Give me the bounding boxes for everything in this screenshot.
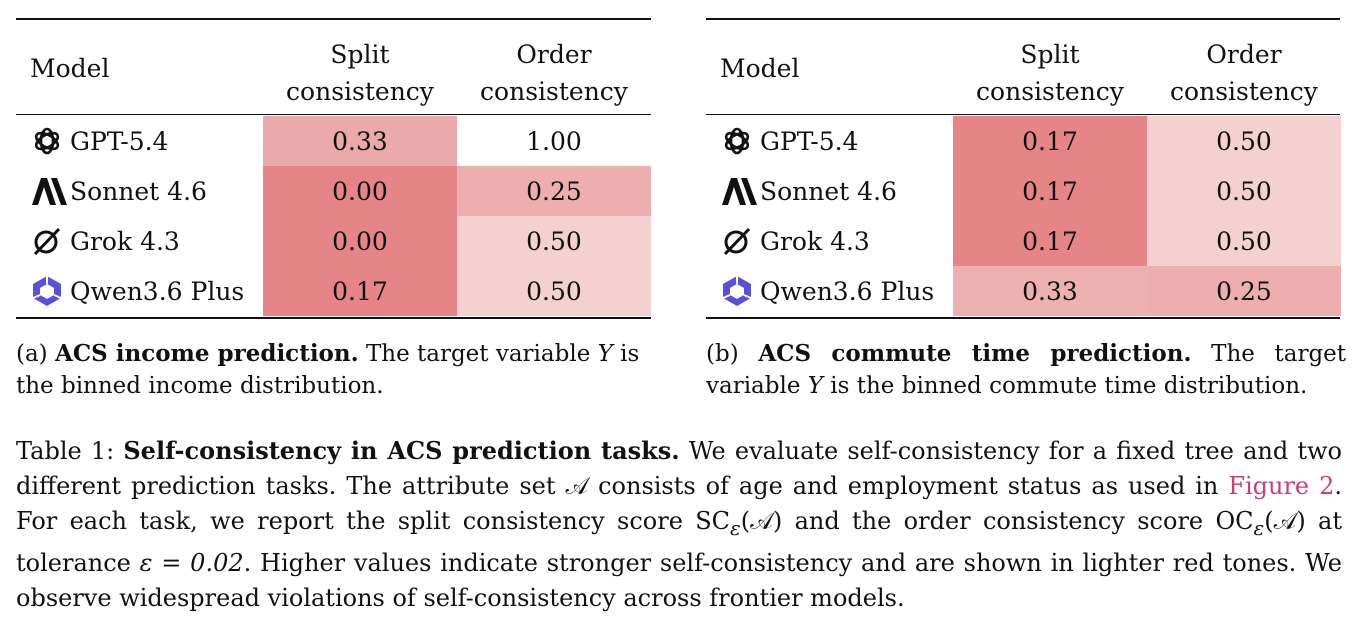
header-order: Order consistency — [1170, 40, 1318, 106]
table-row: 0.17 0.50 Grok 4.3 — [706, 216, 1341, 266]
top-rule — [16, 18, 651, 20]
model-name: Sonnet 4.6 — [30, 166, 207, 216]
header-split: Split consistency — [976, 40, 1124, 106]
bottom-rule — [706, 317, 1340, 319]
split-consistency-cell: 0.00 — [263, 216, 457, 266]
split-consistency-cell: 0.33 — [263, 116, 457, 166]
qwen-logo-icon — [720, 274, 754, 308]
split-consistency-cell: 0.33 — [953, 266, 1147, 316]
model-name: Grok 4.3 — [720, 216, 870, 266]
header-model: Model — [30, 54, 110, 83]
openai-logo-icon — [720, 124, 754, 158]
split-consistency-cell: 0.17 — [263, 266, 457, 316]
model-name: Grok 4.3 — [30, 216, 180, 266]
model-name: Qwen3.6 Plus — [30, 266, 244, 316]
figure-link[interactable]: Figure 2 — [1228, 472, 1335, 500]
model-name: GPT-5.4 — [30, 116, 168, 166]
table-row: 0.00 0.25 Sonnet 4.6 — [16, 166, 651, 216]
bottom-rule — [16, 317, 651, 319]
grok-logo-icon — [30, 224, 64, 258]
header-model: Model — [720, 54, 800, 83]
order-consistency-cell: 0.50 — [1147, 116, 1341, 166]
mid-rule — [16, 114, 651, 115]
table-row: 0.33 0.25 Qwen3.6 Plus — [706, 266, 1341, 316]
split-consistency-cell: 0.00 — [263, 166, 457, 216]
grok-logo-icon — [720, 224, 754, 258]
anthropic-logo-icon — [30, 174, 67, 208]
order-consistency-cell: 0.50 — [1147, 166, 1341, 216]
header-order: Order consistency — [480, 40, 628, 106]
order-consistency-cell: 0.50 — [1147, 216, 1341, 266]
subcaption-income: (a) ACS income prediction. The target va… — [16, 340, 640, 399]
anthropic-logo-icon — [720, 174, 757, 208]
table-row: 0.00 0.50 Grok 4.3 — [16, 216, 651, 266]
order-consistency-cell: 1.00 — [457, 116, 651, 166]
mid-rule — [706, 114, 1340, 115]
model-name: GPT-5.4 — [720, 116, 858, 166]
split-consistency-cell: 0.17 — [953, 216, 1147, 266]
table-row: 0.17 0.50 Sonnet 4.6 — [706, 166, 1341, 216]
order-consistency-cell: 0.25 — [1147, 266, 1341, 316]
openai-logo-icon — [30, 124, 64, 158]
table-row: 0.33 1.00 GPT-5.4 — [16, 116, 651, 166]
header-split: Split consistency — [286, 40, 434, 106]
split-consistency-cell: 0.17 — [953, 166, 1147, 216]
table-caption: Table 1: Self-consistency in ACS predict… — [16, 436, 1342, 612]
split-consistency-cell: 0.17 — [953, 116, 1147, 166]
model-name: Sonnet 4.6 — [720, 166, 897, 216]
top-rule — [706, 18, 1340, 20]
order-consistency-cell: 0.50 — [457, 216, 651, 266]
order-consistency-cell: 0.50 — [457, 266, 651, 316]
table-row: 0.17 0.50 GPT-5.4 — [706, 116, 1341, 166]
table-row: 0.17 0.50 Qwen3.6 Plus — [16, 266, 651, 316]
model-name: Qwen3.6 Plus — [720, 266, 934, 316]
order-consistency-cell: 0.25 — [457, 166, 651, 216]
subcaption-commute: (b) ACS commute time prediction. The tar… — [706, 340, 1347, 399]
qwen-logo-icon — [30, 274, 64, 308]
